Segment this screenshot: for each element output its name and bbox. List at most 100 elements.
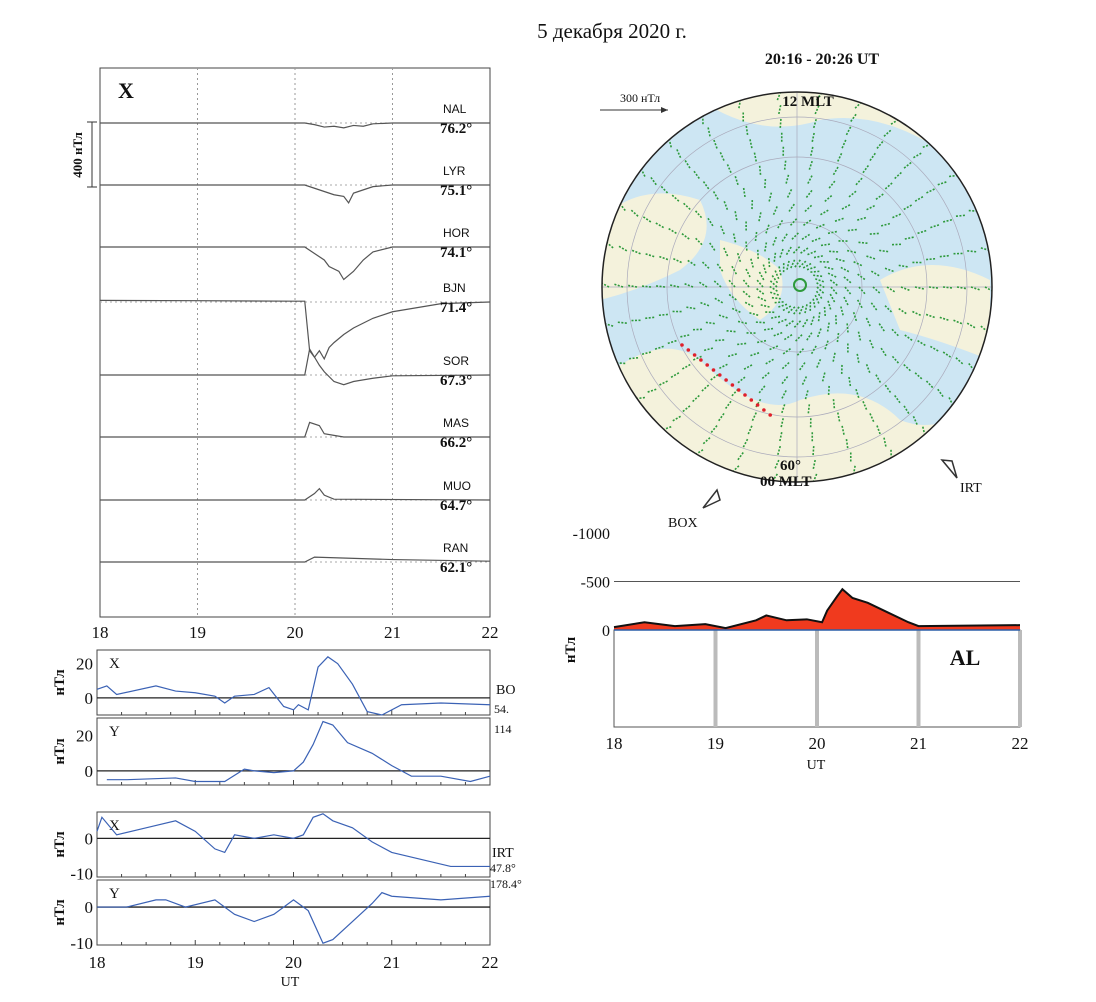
stack-component-label: X: [118, 78, 134, 103]
field-vector: [925, 313, 936, 319]
field-vector: [785, 173, 790, 184]
field-vector: [694, 237, 703, 246]
field-vector: [767, 256, 771, 268]
field-vector: [649, 176, 657, 186]
map-noon-label: 12 MLT: [782, 94, 834, 110]
station-lat: 62.1°: [440, 560, 472, 576]
field-vector: [777, 303, 788, 309]
map-border: [601, 91, 993, 483]
field-vector: [779, 117, 782, 128]
field-vector: [770, 296, 781, 300]
field-vector: [613, 283, 624, 288]
field-vector: [858, 286, 867, 296]
field-vector: [870, 270, 881, 277]
field-vector: [702, 180, 710, 190]
field-vector: [884, 305, 893, 314]
station-name: LYR: [443, 164, 466, 178]
field-vector: [769, 279, 778, 288]
field-vector: [828, 179, 837, 189]
field-vector: [758, 164, 762, 175]
field-vector: [778, 104, 782, 115]
field-vector: [807, 250, 818, 256]
field-vector: [834, 217, 845, 222]
field-vector: [681, 405, 691, 413]
field-vector: [845, 125, 852, 136]
field-vector: [717, 412, 725, 422]
field-vector: [829, 293, 836, 304]
field-vector: [640, 285, 652, 288]
field-vector: [681, 363, 691, 371]
field-vector: [732, 232, 737, 243]
field-vector: [937, 180, 948, 186]
trace-ran: [100, 556, 491, 563]
y-tick-label: 0: [85, 829, 94, 848]
field-vector: [768, 345, 779, 351]
field-vector: [879, 249, 890, 253]
field-vector: [692, 169, 700, 179]
panel-frame: [96, 717, 491, 786]
field-vector: [759, 303, 770, 308]
field-vector: [780, 404, 786, 415]
field-vector: [814, 294, 820, 305]
boundary-dot: [711, 368, 716, 372]
field-vector: [796, 348, 805, 357]
x-tick-label: 21: [384, 623, 401, 642]
field-vector: [823, 306, 827, 318]
al-ylabel: нТл: [563, 636, 579, 663]
field-vector: [712, 138, 718, 149]
field-vector: [744, 267, 751, 278]
field-vector: [709, 425, 718, 434]
field-vector: [713, 279, 722, 288]
station-lat: 76.2°: [440, 121, 472, 137]
x-tick-label: 22: [482, 953, 499, 972]
field-vector: [773, 251, 777, 262]
boundary-dot: [749, 398, 754, 402]
field-vector: [798, 259, 808, 268]
map-scale-label: 300 нТл: [620, 91, 660, 105]
field-vector: [892, 212, 902, 219]
component-label: Y: [109, 724, 120, 740]
field-vector: [810, 145, 814, 156]
boundary-dot: [768, 413, 772, 417]
field-vector: [602, 281, 610, 288]
field-vector: [742, 364, 753, 371]
field-vector: [773, 301, 784, 304]
field-vector: [880, 222, 892, 227]
map-time: 20:16 - 20:26 UT: [765, 51, 880, 68]
field-vector: [791, 231, 800, 240]
field-vector: [903, 161, 913, 169]
field-vector: [723, 200, 729, 210]
field-vector: [869, 232, 880, 235]
station-lat: 71.4°: [440, 300, 472, 316]
field-vector: [657, 313, 668, 317]
field-vector: [848, 190, 858, 198]
field-vector: [836, 332, 840, 344]
field-vector: [917, 340, 927, 347]
field-vector: [772, 331, 783, 337]
field-vector: [917, 229, 928, 235]
field-vector: [914, 195, 925, 202]
y-tick-label: -500: [581, 575, 610, 592]
field-vector: [894, 171, 903, 180]
field-vector: [781, 361, 790, 370]
field-vector: [815, 358, 822, 369]
field-vector: [644, 316, 655, 320]
field-vector: [843, 296, 850, 307]
field-vector: [667, 227, 677, 234]
field-vector: [805, 332, 813, 342]
field-vector: [774, 269, 780, 280]
field-vector: [913, 151, 923, 159]
field-vector: [827, 230, 838, 235]
field-vector: [719, 224, 725, 235]
field-vector: [832, 352, 836, 363]
field-vector: [786, 188, 793, 198]
field-vector: [683, 159, 691, 169]
al-xlabel: UT: [807, 758, 826, 773]
field-vector: [898, 264, 909, 268]
field-vector: [856, 353, 860, 364]
field-vector: [820, 208, 830, 216]
field-vector: [824, 194, 833, 203]
component-label: X: [109, 656, 120, 672]
